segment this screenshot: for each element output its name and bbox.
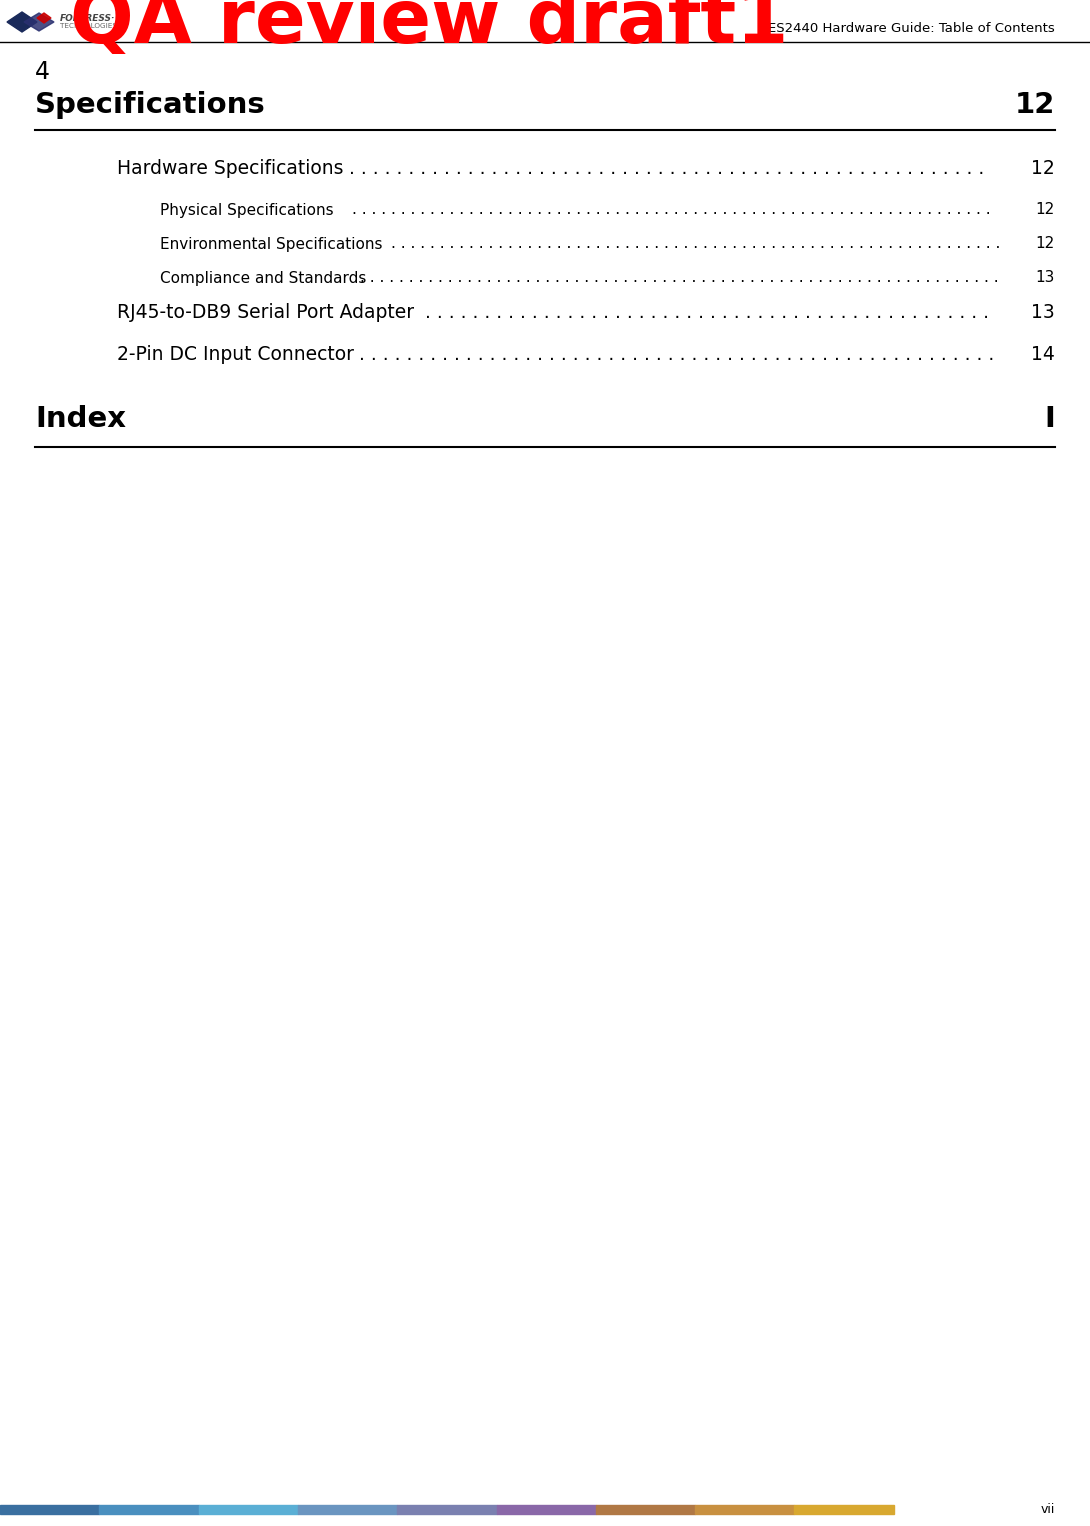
Bar	[596, 1505, 695, 1514]
Text: 14: 14	[1031, 345, 1055, 363]
Text: . . . . . . . . . . . . . . . . . . . . . . . . . . . . . . . . . . . . . . . . : . . . . . . . . . . . . . . . . . . . . …	[349, 159, 991, 177]
Bar	[0, 1505, 99, 1514]
Text: Physical Specifications: Physical Specifications	[160, 203, 334, 218]
Text: . . . . . . . . . . . . . . . . . . . . . . . . . . . . . . . . . . . . . . . . : . . . . . . . . . . . . . . . . . . . . …	[360, 270, 1004, 285]
Text: Specifications: Specifications	[35, 92, 266, 119]
Text: RJ45-to-DB9 Serial Port Adapter: RJ45-to-DB9 Serial Port Adapter	[117, 302, 414, 322]
Bar	[298, 1505, 397, 1514]
Text: Compliance and Standards: Compliance and Standards	[160, 270, 366, 285]
Text: TECHNOLOGIES: TECHNOLOGIES	[60, 23, 117, 29]
Polygon shape	[37, 14, 51, 23]
Bar	[99, 1505, 198, 1514]
Text: . . . . . . . . . . . . . . . . . . . . . . . . . . . . . . . . . . . . . . . . : . . . . . . . . . . . . . . . . . . . . …	[352, 203, 996, 218]
Bar	[795, 1505, 894, 1514]
Bar	[695, 1505, 795, 1514]
Text: . . . . . . . . . . . . . . . . . . . . . . . . . . . . . . . . . . . . . . . . : . . . . . . . . . . . . . . . . . . . . …	[425, 302, 995, 322]
Text: I: I	[1044, 404, 1055, 433]
Text: 12: 12	[1036, 203, 1055, 218]
Text: . . . . . . . . . . . . . . . . . . . . . . . . . . . . . . . . . . . . . . . . : . . . . . . . . . . . . . . . . . . . . …	[391, 237, 1005, 252]
Text: Hardware Specifications: Hardware Specifications	[117, 159, 343, 177]
Text: 12: 12	[1036, 237, 1055, 252]
Text: ES2440 Hardware Guide: Table of Contents: ES2440 Hardware Guide: Table of Contents	[768, 21, 1055, 35]
Bar	[198, 1505, 298, 1514]
Bar	[497, 1505, 596, 1514]
Bar	[397, 1505, 497, 1514]
Text: 13: 13	[1036, 270, 1055, 285]
Text: . . . . . . . . . . . . . . . . . . . . . . . . . . . . . . . . . . . . . . . . : . . . . . . . . . . . . . . . . . . . . …	[359, 345, 1000, 363]
Text: QA review draft1: QA review draft1	[70, 0, 788, 60]
Text: FORTRESS·: FORTRESS·	[60, 14, 116, 23]
Text: 4: 4	[35, 60, 50, 84]
Polygon shape	[7, 12, 37, 32]
Text: Index: Index	[35, 404, 126, 433]
Text: 12: 12	[1031, 159, 1055, 177]
Text: 2-Pin DC Input Connector: 2-Pin DC Input Connector	[117, 345, 354, 363]
Text: vii: vii	[1041, 1503, 1055, 1515]
Text: 13: 13	[1031, 302, 1055, 322]
Polygon shape	[24, 14, 54, 31]
Text: 12: 12	[1015, 92, 1055, 119]
Text: Environmental Specifications: Environmental Specifications	[160, 237, 383, 252]
